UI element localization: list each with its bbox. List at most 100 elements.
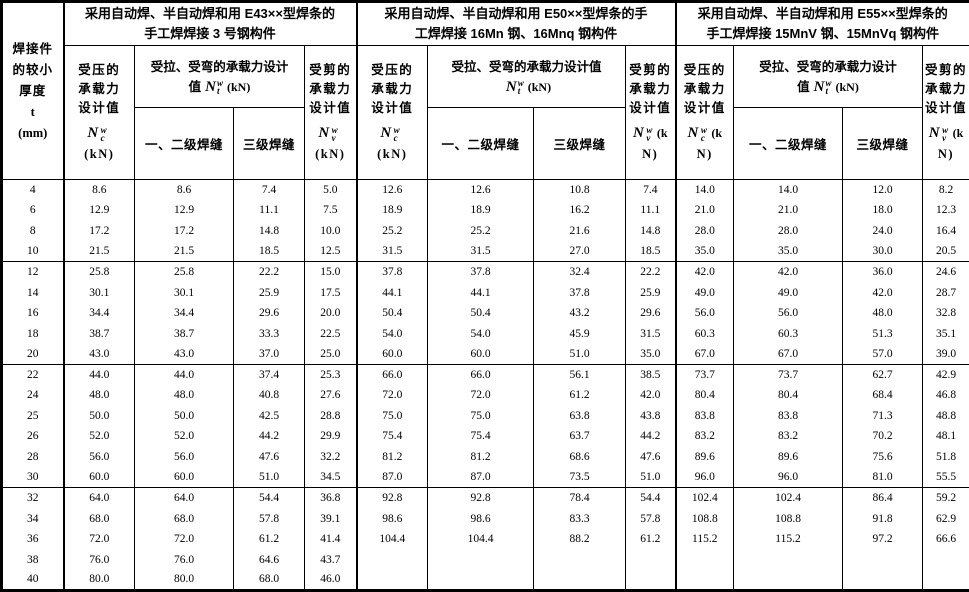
group-e43-title-line1: 采用自动焊、半自动焊和用 E43××型焊条的 [85, 6, 335, 21]
value-cell: 8.2 [922, 179, 969, 201]
group-e55-title: 采用自动焊、半自动焊和用 E55××型焊条的 手工焊焊接 15MnV 钢、15M… [674, 1, 969, 46]
value-cell: 96.0 [674, 467, 734, 488]
value-cell: 37.8 [355, 261, 428, 283]
value-cell: 68.0 [134, 508, 234, 529]
group-e55-title-line1: 采用自动焊、半自动焊和用 E55××型焊条的 [697, 6, 948, 21]
thickness-cell: 30 [1, 467, 64, 488]
value-cell: 7.4 [233, 179, 305, 201]
value-cell: 7.4 [625, 179, 676, 201]
thickness-cell: 24 [1, 384, 64, 406]
value-cell: 8.6 [134, 179, 234, 201]
value-cell: 17.5 [304, 282, 357, 303]
value-cell: 32.2 [304, 446, 357, 468]
value-cell [842, 549, 923, 570]
value-cell: 43.7 [304, 549, 357, 570]
value-cell: 83.8 [733, 405, 843, 427]
value-cell: 12.6 [427, 179, 534, 201]
value-cell: 63.7 [533, 426, 626, 447]
value-cell: 31.5 [625, 323, 676, 344]
value-cell: 75.0 [355, 405, 428, 427]
value-cell: 115.2 [733, 528, 843, 550]
value-cell: 31.5 [355, 241, 428, 262]
value-cell: 12.5 [304, 241, 357, 262]
value-cell: 18.9 [355, 200, 428, 221]
value-cell: 80.4 [733, 384, 843, 406]
value-cell: 41.4 [304, 528, 357, 550]
value-cell: 80.0 [62, 569, 135, 591]
value-cell: 35.0 [733, 241, 843, 262]
value-cell: 31.5 [427, 241, 534, 262]
value-cell: 49.0 [733, 282, 843, 303]
value-cell: 48.1 [922, 426, 969, 447]
value-cell: 42.0 [625, 384, 676, 406]
value-cell: 44.2 [233, 426, 305, 447]
value-cell: 43.0 [62, 343, 135, 365]
value-cell: 67.0 [674, 343, 734, 365]
group-e50-title: 采用自动焊、半自动焊和用 E50××型焊条的手 工焊焊接 16Mn 钢、16Mn… [355, 1, 676, 46]
value-cell [533, 569, 626, 591]
value-cell: 37.4 [233, 363, 305, 385]
thickness-cell: 28 [1, 446, 64, 468]
value-cell: 39.0 [922, 343, 969, 365]
value-cell: 86.4 [842, 487, 923, 509]
g1-weld-grade12-header: 一、二级焊缝 [134, 107, 234, 180]
value-cell [674, 569, 734, 591]
value-cell: 25.9 [625, 282, 676, 303]
value-cell: 60.0 [62, 467, 135, 488]
value-cell: 66.0 [355, 363, 428, 385]
value-cell: 43.8 [625, 405, 676, 427]
value-cell [922, 569, 969, 591]
value-cell: 42.9 [922, 363, 969, 385]
value-cell: 21.5 [134, 241, 234, 262]
value-cell: 20.0 [304, 302, 357, 324]
value-cell: 83.2 [733, 426, 843, 447]
value-cell: 60.3 [733, 323, 843, 344]
value-cell: 68.0 [233, 569, 305, 591]
value-cell: 25.8 [134, 261, 234, 283]
value-cell: 57.0 [842, 343, 923, 365]
value-cell: 104.4 [355, 528, 428, 550]
value-cell: 42.5 [233, 405, 305, 427]
group-e43-title-line2: 手工焊焊接 3 号钢构件 [144, 26, 276, 41]
value-cell: 60.3 [674, 323, 734, 344]
thickness-cell: 34 [1, 508, 64, 529]
value-cell: 91.8 [842, 508, 923, 529]
value-cell: 83.8 [674, 405, 734, 427]
value-cell: 75.4 [355, 426, 428, 447]
value-cell: 46.8 [922, 384, 969, 406]
value-cell: 76.0 [134, 549, 234, 570]
value-cell: 34.4 [134, 302, 234, 324]
value-cell: 21.5 [62, 241, 135, 262]
value-cell: 81.0 [842, 467, 923, 488]
thickness-cell: 16 [1, 302, 64, 324]
value-cell: 63.8 [533, 405, 626, 427]
value-cell: 21.0 [674, 200, 734, 221]
value-cell: 17.2 [62, 220, 135, 242]
value-cell: 18.9 [427, 200, 534, 221]
table-body: 4 8.6 8.6 7.4 5.0 12.6 12.6 10.8 7.4 14.0 14.0 12.0… [1, 179, 969, 591]
thickness-cell: 6 [1, 200, 64, 221]
value-cell: 62.7 [842, 363, 923, 385]
value-cell: 49.0 [674, 282, 734, 303]
value-cell: 78.4 [533, 487, 626, 509]
thickness-cell: 14 [1, 282, 64, 303]
value-cell: 42.0 [733, 261, 843, 283]
value-cell: 60.0 [427, 343, 534, 365]
value-cell: 73.7 [733, 363, 843, 385]
value-cell: 7.5 [304, 200, 357, 221]
value-cell: 72.0 [134, 528, 234, 550]
value-cell: 24.0 [842, 220, 923, 242]
value-cell: 97.2 [842, 528, 923, 550]
value-cell: 60.0 [134, 467, 234, 488]
value-cell: 92.8 [427, 487, 534, 509]
thickness-cell: 12 [1, 261, 64, 283]
value-cell: 73.7 [674, 363, 734, 385]
value-cell [625, 569, 676, 591]
value-cell: 35.0 [625, 343, 676, 365]
value-cell: 68.0 [62, 508, 135, 529]
